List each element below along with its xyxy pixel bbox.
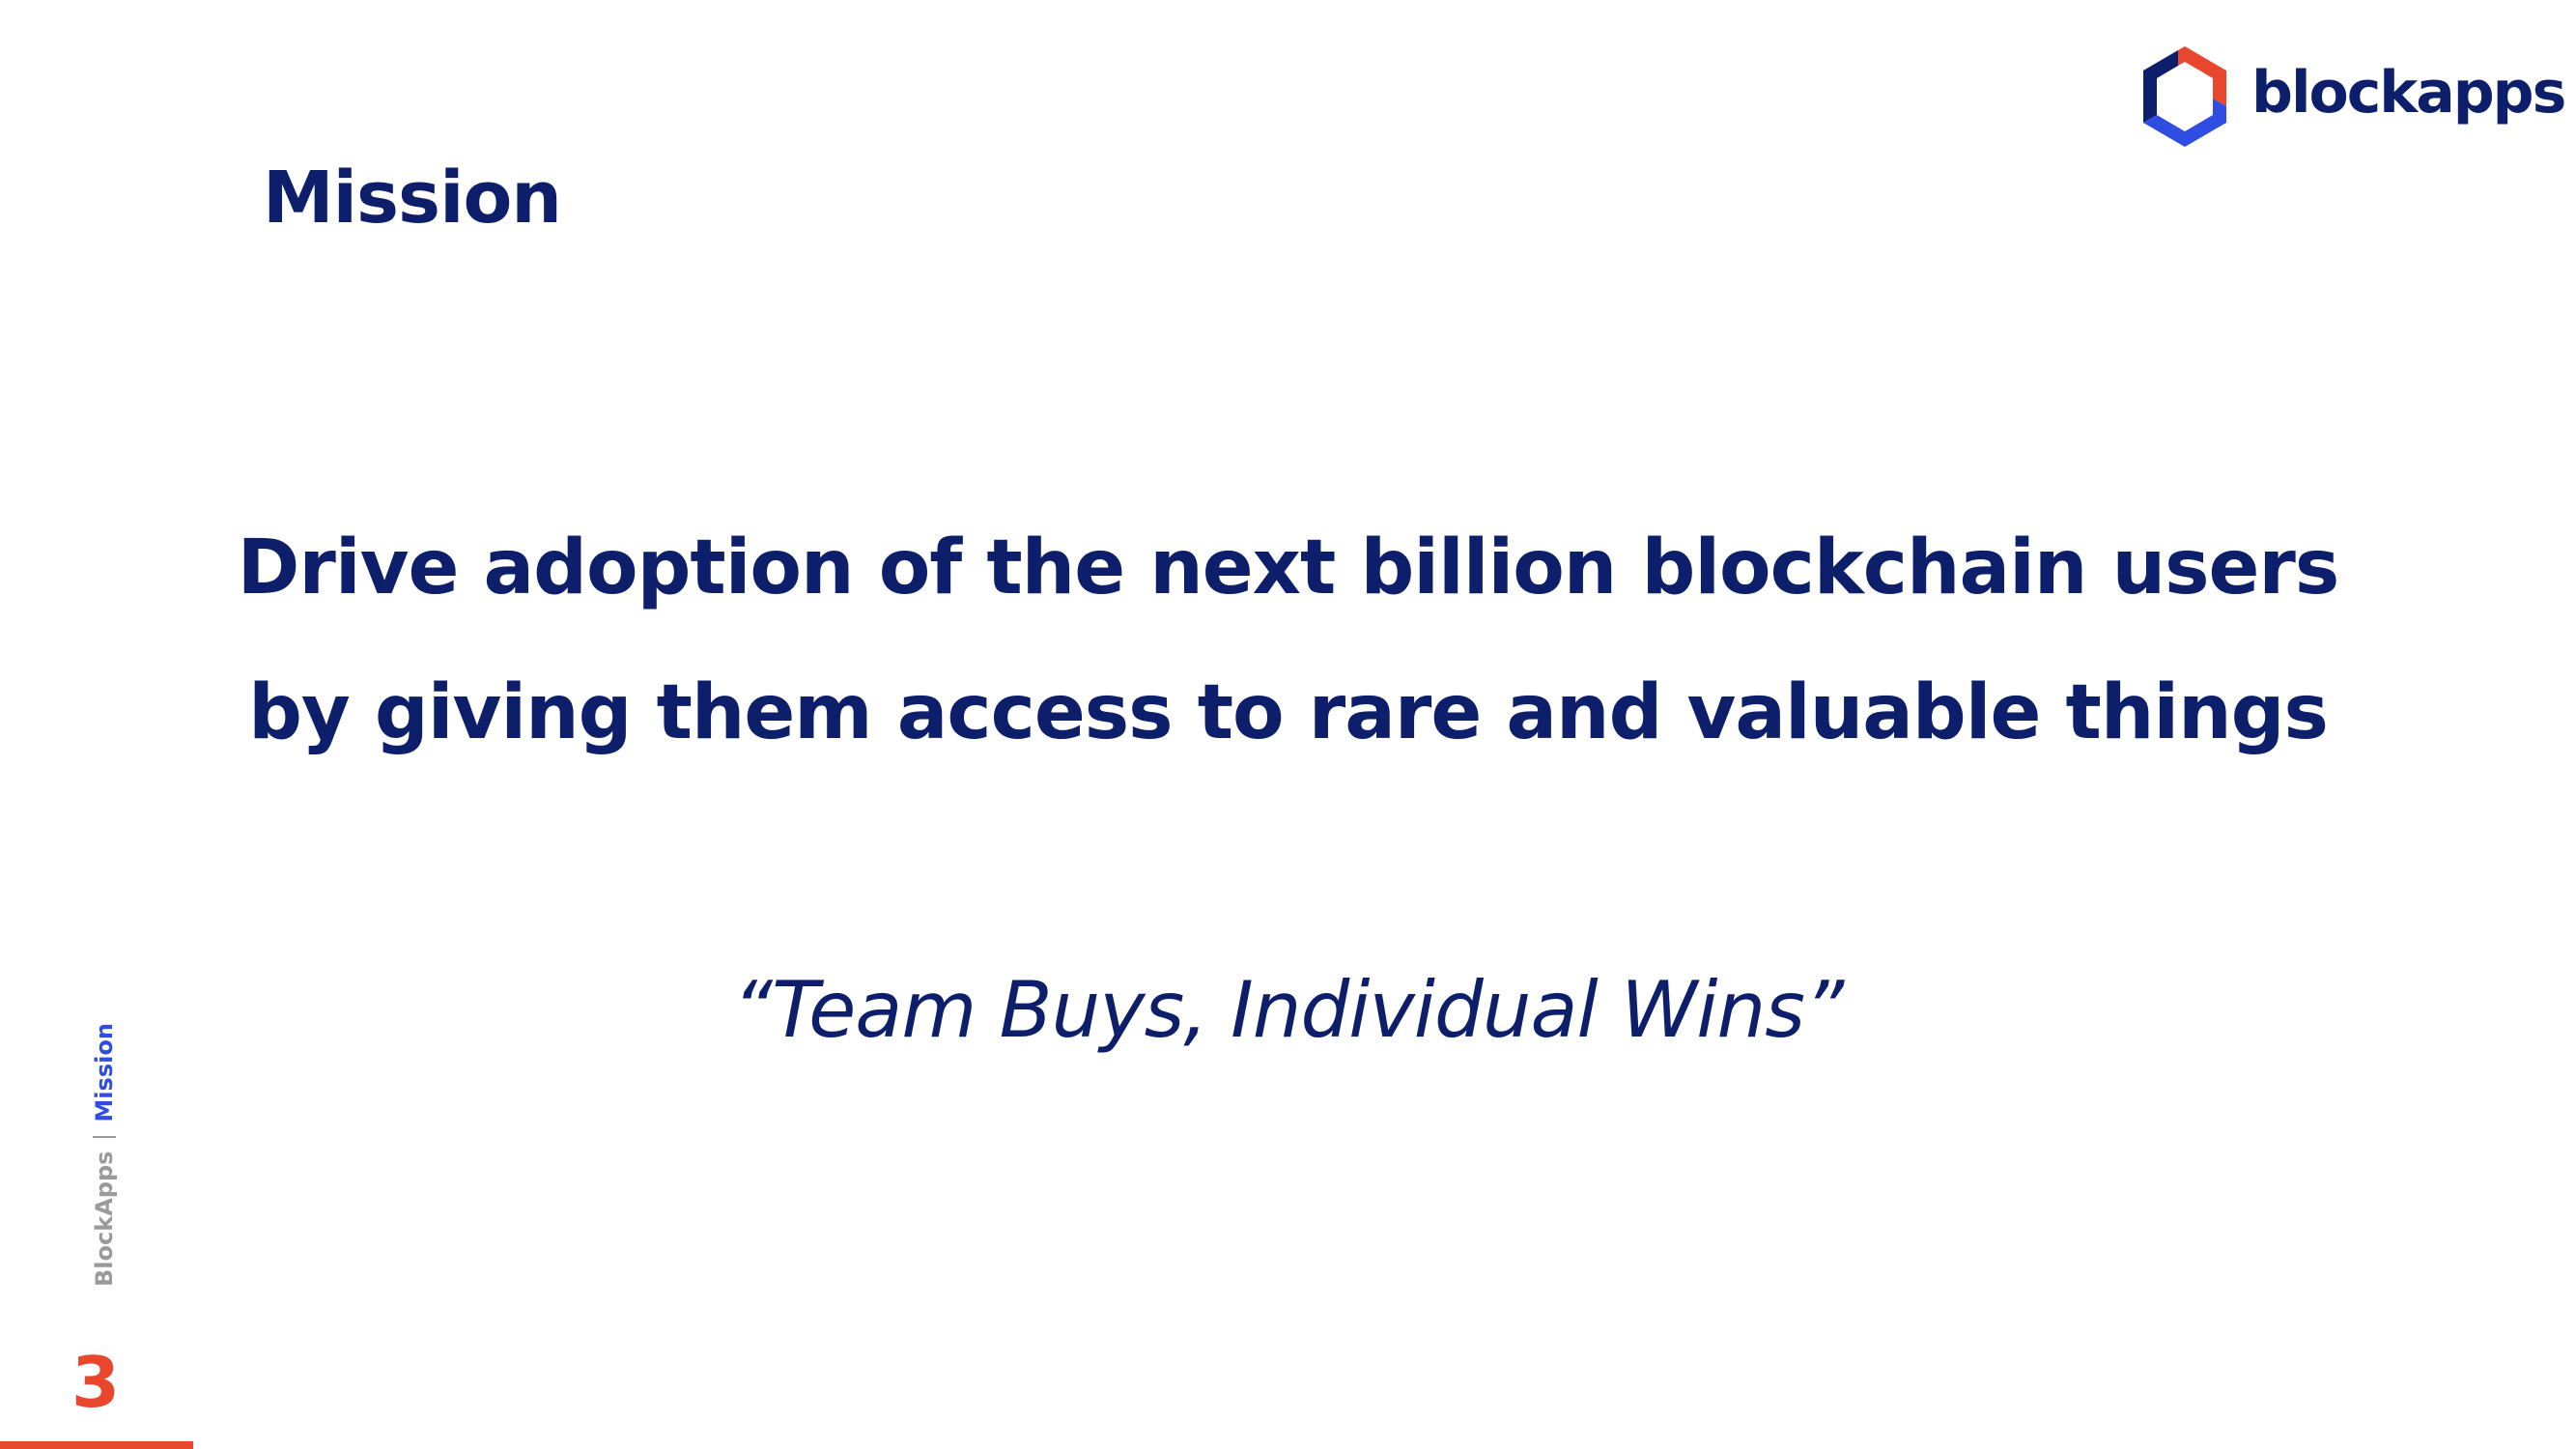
footer-divider	[93, 1135, 116, 1138]
footer-breadcrumb: BlockApps Mission	[91, 1023, 118, 1287]
blockapps-hexagon-logo-icon	[2143, 46, 2226, 147]
page-number: 3	[71, 1342, 121, 1423]
blockapps-logo: blockapps	[2139, 44, 2566, 149]
mission-line-1: Drive adoption of the next billion block…	[237, 525, 2340, 611]
mission-line-2: by giving them access to rare and valuab…	[248, 669, 2329, 756]
footer-company-name: BlockApps	[91, 1151, 118, 1287]
mission-statement: Drive adoption of the next billion block…	[0, 515, 2576, 805]
page-number-underline	[0, 1441, 193, 1449]
footer-section-name: Mission	[91, 1023, 118, 1122]
page-title: Mission	[263, 156, 562, 240]
blockapps-wordmark: blockapps	[2251, 59, 2566, 127]
slogan-quote: “Team Buys, Individual Wins”	[732, 965, 1845, 1055]
